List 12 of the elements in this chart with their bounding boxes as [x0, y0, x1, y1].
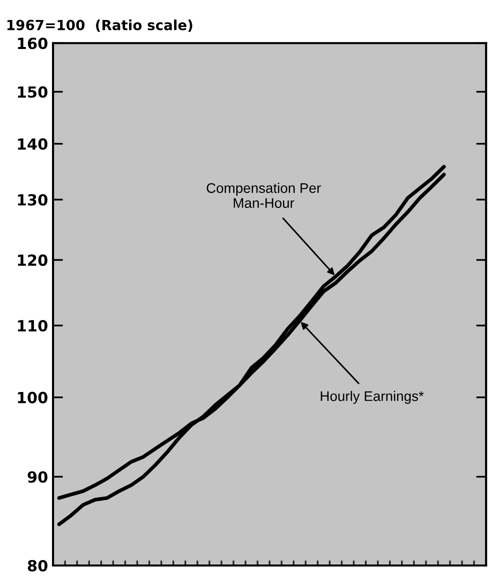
- y-tick-label: 110: [18, 320, 48, 332]
- y-tick-label: 120: [18, 254, 48, 266]
- y-tick-label: 160: [18, 38, 48, 50]
- y-axis-title: 1967=100 (Ratio scale): [7, 20, 192, 32]
- annotation: Hourly Earnings*: [320, 390, 424, 404]
- annotation: Compensation Per Man-Hour: [206, 182, 321, 208]
- y-tick-label: 130: [18, 194, 48, 206]
- y-tick-label: 100: [18, 392, 48, 404]
- y-tick-label: 90: [28, 471, 48, 483]
- y-tick-label: 80: [28, 560, 48, 572]
- y-tick-label: 140: [18, 138, 48, 150]
- y-tick-label: 150: [18, 86, 48, 98]
